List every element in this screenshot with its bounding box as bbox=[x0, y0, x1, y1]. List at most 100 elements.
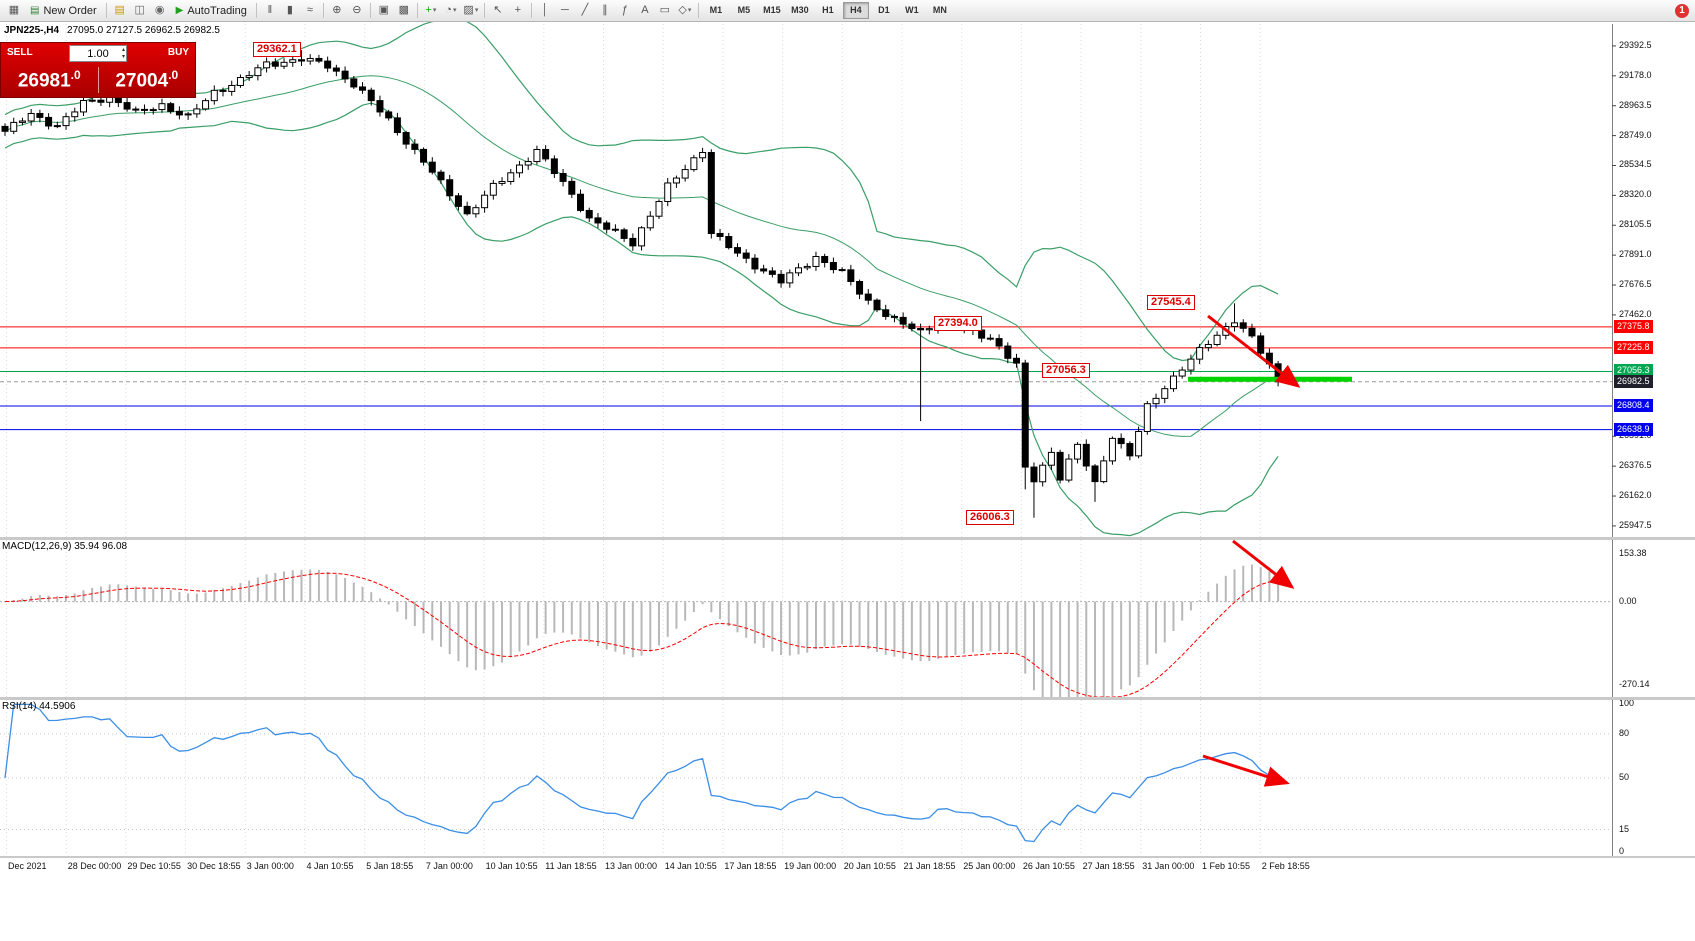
candle bbox=[1030, 466, 1038, 483]
line-chart-icon[interactable]: ≈ bbox=[306, 4, 313, 16]
zoom-out-icon[interactable]: ⊖ bbox=[352, 4, 362, 16]
cursor-icon[interactable]: ↖ bbox=[493, 4, 503, 16]
news-icon[interactable]: ◉ bbox=[154, 4, 165, 16]
bar-chart-icon[interactable]: ‖ bbox=[267, 4, 273, 16]
periods-icon[interactable]: ◔ ▾ bbox=[441, 2, 461, 20]
channel-icon[interactable]: ∥ bbox=[602, 4, 608, 16]
volume-input[interactable]: 1.00 ▴ ▾ bbox=[69, 45, 127, 62]
candle bbox=[489, 182, 497, 196]
tile-windows-icon[interactable]: ▣ bbox=[378, 4, 390, 16]
timeframe-h4-button[interactable]: H4 bbox=[842, 2, 869, 19]
panel-separator[interactable] bbox=[0, 856, 1695, 858]
toolbar-separator bbox=[255, 3, 257, 18]
candle bbox=[672, 177, 680, 184]
candle bbox=[202, 100, 210, 110]
candle bbox=[690, 157, 698, 171]
candle bbox=[254, 67, 262, 77]
candle bbox=[1004, 345, 1012, 359]
volume-down-button[interactable]: ▾ bbox=[121, 54, 125, 60]
candle bbox=[289, 59, 297, 63]
buy-price: 27004 bbox=[115, 70, 169, 92]
candle bbox=[733, 247, 741, 254]
chart-title: JPN225-,H4 27095.0 27127.5 26962.5 26982.… bbox=[4, 25, 220, 36]
candle bbox=[393, 117, 401, 134]
notification-badge[interactable]: 1 bbox=[1675, 4, 1689, 18]
autotrading-button[interactable]: ▶ AutoTrading bbox=[170, 2, 253, 20]
templates-icon[interactable]: ▨ ▾ bbox=[461, 2, 481, 20]
candle bbox=[786, 272, 794, 284]
auto-arrange-icon[interactable]: ▩ bbox=[398, 4, 410, 16]
timeframe-h1-button[interactable]: H1 bbox=[822, 5, 834, 15]
timeframe-m30-button[interactable]: M30 bbox=[791, 5, 809, 15]
candle bbox=[873, 299, 881, 311]
price-divider bbox=[97, 67, 99, 93]
timeframe-mn-button[interactable]: MN bbox=[932, 5, 947, 15]
candle bbox=[882, 309, 890, 317]
candle bbox=[760, 268, 768, 272]
timeframe-d1-button[interactable]: D1 bbox=[878, 5, 890, 15]
candle bbox=[149, 109, 157, 112]
zoom-in-icon[interactable]: ⊕ bbox=[332, 4, 342, 16]
candle bbox=[27, 112, 35, 122]
candle bbox=[603, 222, 611, 230]
candle bbox=[463, 205, 471, 215]
sell-price-button[interactable]: 26981.0 bbox=[1, 68, 98, 92]
candlestick-chart-icon[interactable]: ▮ bbox=[286, 4, 293, 16]
candle bbox=[167, 103, 175, 112]
candle bbox=[664, 182, 672, 202]
candle bbox=[925, 328, 933, 331]
vertical-line-icon[interactable]: │ bbox=[541, 4, 549, 16]
metaeditor-icon[interactable]: ▤ bbox=[114, 4, 125, 16]
rsi-line bbox=[4, 703, 1279, 843]
shapes-icon[interactable]: ◇ ▾ bbox=[675, 2, 695, 20]
candle bbox=[995, 338, 1003, 347]
chart-window-icon[interactable]: ▦ bbox=[8, 4, 20, 16]
timeframe-m1-button[interactable]: M1 bbox=[709, 5, 723, 15]
candle bbox=[1039, 464, 1047, 483]
candle bbox=[297, 59, 305, 62]
candle bbox=[315, 57, 323, 62]
candle bbox=[1161, 388, 1169, 399]
timeframe-m15-button[interactable]: M15 bbox=[763, 5, 781, 15]
sell-button-label[interactable]: SELL bbox=[7, 47, 33, 58]
candle bbox=[88, 99, 96, 102]
candle bbox=[829, 261, 837, 271]
buy-button-label[interactable]: BUY bbox=[167, 47, 189, 58]
candle bbox=[141, 108, 149, 111]
panel-separator[interactable] bbox=[0, 537, 1695, 540]
candle bbox=[917, 327, 925, 331]
candle bbox=[1100, 460, 1108, 483]
toolbar-separator bbox=[483, 3, 485, 18]
volume-up-button[interactable]: ▴ bbox=[121, 47, 125, 53]
candle bbox=[620, 229, 628, 239]
horizontal-line-icon[interactable]: ─ bbox=[560, 4, 569, 16]
autotrading-button-label: AutoTrading bbox=[187, 4, 247, 17]
fibonacci-icon[interactable]: ƒ bbox=[621, 4, 628, 16]
text-icon[interactable]: A bbox=[641, 4, 649, 16]
candle bbox=[507, 172, 515, 182]
candle bbox=[1117, 437, 1125, 445]
candle bbox=[951, 320, 959, 329]
timeframe-m5-button[interactable]: M5 bbox=[737, 5, 751, 15]
candle bbox=[97, 99, 105, 103]
candle bbox=[908, 323, 916, 329]
candle bbox=[550, 158, 558, 175]
crosshair-icon[interactable]: + bbox=[514, 4, 522, 16]
timeframe-w1-button[interactable]: W1 bbox=[905, 5, 919, 15]
candle bbox=[1082, 443, 1090, 467]
trendline-icon[interactable]: ╱ bbox=[581, 4, 589, 16]
candle bbox=[1047, 451, 1055, 466]
toolbar: ▦ ▤ New Order ▤ ◫ ◉ ▶ AutoTrading ‖ ▮ ≈ ⊕ ⊖ ▣ ▩ + ▾ ◔ ▾ ▨ ▾ ↖… bbox=[0, 0, 1695, 22]
candle bbox=[263, 61, 271, 69]
add-indicator-icon[interactable]: + ▾ bbox=[421, 2, 441, 20]
candle bbox=[856, 280, 864, 295]
new-order-button[interactable]: ▤ New Order bbox=[24, 2, 103, 20]
panel-separator[interactable] bbox=[0, 697, 1695, 700]
volume-spinner: ▴ ▾ bbox=[122, 47, 125, 61]
sell-price-frac: .0 bbox=[70, 67, 81, 82]
label-icon[interactable]: ▭ bbox=[659, 4, 671, 16]
candle bbox=[681, 169, 689, 179]
buy-price-button[interactable]: 27004.0 bbox=[99, 68, 196, 92]
print-icon[interactable]: ◫ bbox=[134, 4, 145, 16]
